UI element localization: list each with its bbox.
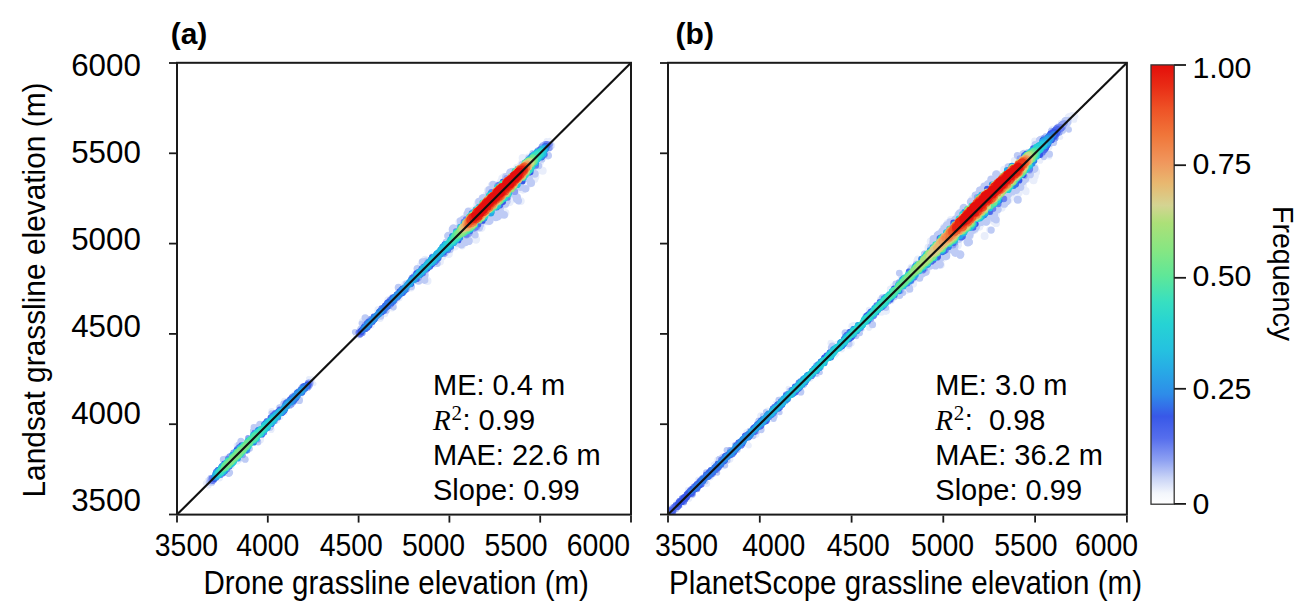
svg-text:Frequency: Frequency (1267, 206, 1300, 341)
svg-text:3500: 3500 (155, 528, 218, 563)
svg-text:4500: 4500 (320, 528, 383, 563)
svg-text:3500: 3500 (71, 483, 141, 518)
svg-text:(a): (a) (171, 17, 208, 50)
svg-text:PlanetScope grassline elevatio: PlanetScope grassline elevation (m) (669, 565, 1142, 601)
svg-text:MAE: 36.2 m: MAE: 36.2 m (935, 439, 1103, 471)
svg-text:5000: 5000 (911, 528, 974, 563)
svg-text:Slope: 0.99: Slope: 0.99 (935, 474, 1082, 506)
svg-text:1.00: 1.00 (1193, 51, 1252, 84)
svg-text:4000: 4000 (71, 396, 141, 431)
svg-text:0: 0 (1193, 487, 1210, 520)
svg-text:5500: 5500 (484, 528, 547, 563)
svg-text:3500: 3500 (655, 528, 718, 563)
svg-text:5000: 5000 (71, 222, 141, 257)
svg-text:Landsat grassline elevation (m: Landsat grassline elevation (m) (17, 83, 52, 498)
svg-text:6000: 6000 (567, 528, 630, 563)
svg-text:6000: 6000 (1075, 528, 1138, 563)
svg-text:ME: 3.0 m: ME: 3.0 m (935, 369, 1067, 401)
svg-text:4500: 4500 (827, 528, 890, 563)
svg-text:4000: 4000 (236, 528, 299, 563)
svg-text:2: 2 (452, 401, 463, 425)
svg-text:5500: 5500 (994, 528, 1057, 563)
svg-text:6000: 6000 (71, 48, 141, 83)
svg-text:R: R (432, 404, 451, 436)
svg-text:5500: 5500 (71, 135, 141, 170)
svg-text:MAE: 22.6 m: MAE: 22.6 m (433, 439, 601, 471)
svg-text:2: 2 (954, 401, 965, 425)
svg-text:: 0.98: : 0.98 (965, 404, 1046, 436)
svg-text:R: R (934, 404, 953, 436)
svg-text:4000: 4000 (742, 528, 805, 563)
svg-text:Slope: 0.99: Slope: 0.99 (433, 474, 580, 506)
svg-text:4500: 4500 (71, 309, 141, 344)
svg-text:5000: 5000 (402, 528, 465, 563)
svg-text:0.75: 0.75 (1193, 147, 1252, 180)
svg-text:0.25: 0.25 (1193, 372, 1252, 405)
svg-text:Drone grassline elevation (m): Drone grassline elevation (m) (203, 565, 589, 601)
svg-text:0.50: 0.50 (1193, 259, 1252, 292)
svg-text:ME: 0.4 m: ME: 0.4 m (433, 369, 565, 401)
svg-text:(b): (b) (676, 17, 714, 50)
svg-text:: 0.99: : 0.99 (463, 404, 536, 436)
